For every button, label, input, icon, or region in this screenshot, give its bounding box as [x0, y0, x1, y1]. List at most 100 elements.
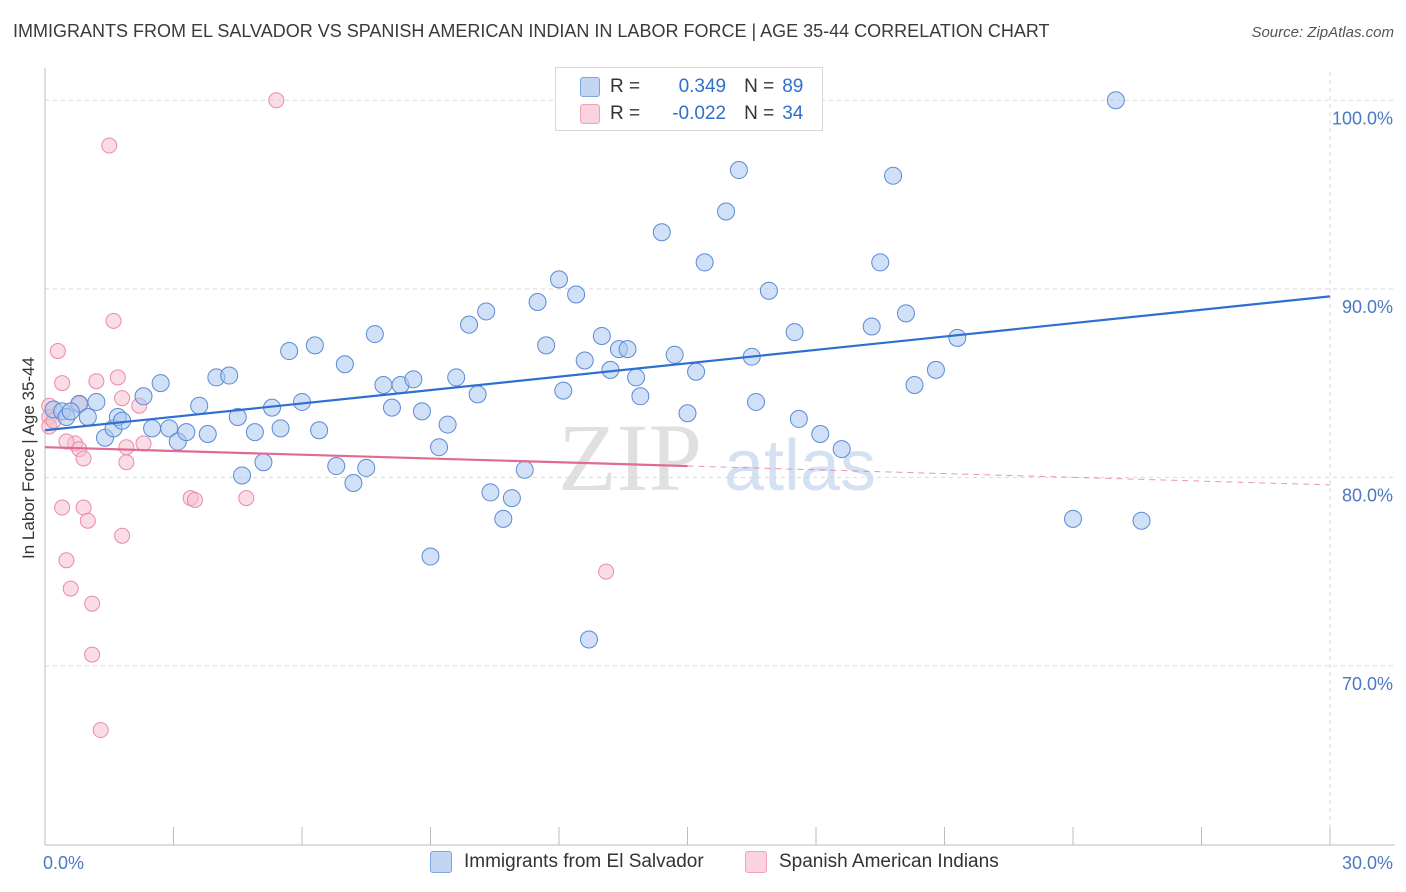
data-point-blue [228, 408, 247, 427]
data-point-blue [477, 302, 496, 321]
data-point-pink [598, 563, 615, 580]
data-point-blue [905, 375, 924, 394]
correlation-legend: R = 0.349 N = 89 R = -0.022 N = 34 [555, 67, 823, 131]
data-point-blue [759, 281, 778, 300]
data-point-blue [729, 161, 748, 180]
legend-swatch-pink [745, 851, 767, 873]
data-point-blue [948, 328, 967, 347]
data-point-pink [114, 527, 131, 544]
data-point-blue [280, 342, 299, 361]
data-point-pink [75, 499, 92, 516]
data-point-pink [109, 369, 126, 386]
legend-swatch-blue [580, 77, 600, 97]
data-point-pink [118, 454, 135, 471]
legend-r-label: R = [610, 76, 641, 97]
y-tick-label: 70.0% [1342, 674, 1393, 694]
data-point-blue [460, 315, 479, 334]
x-tick-label: 0.0% [43, 853, 84, 873]
data-point-blue [554, 381, 573, 400]
trend-line-blue [44, 295, 1331, 432]
data-point-blue [271, 419, 290, 438]
trend-line-pink [44, 446, 688, 468]
data-point-pink [88, 373, 105, 390]
axes [44, 68, 1395, 846]
data-point-blue [884, 166, 903, 185]
data-point-blue [627, 368, 646, 387]
data-point-blue [327, 457, 346, 476]
data-point-blue [87, 392, 106, 411]
data-point-blue [747, 392, 766, 411]
data-point-pink [92, 721, 109, 738]
y-tick-label: 100.0% [1332, 108, 1393, 128]
data-point-blue [494, 509, 513, 528]
watermark-atlas: atlas [724, 426, 876, 506]
data-point-blue [190, 396, 209, 415]
data-point-blue [61, 402, 80, 421]
data-point-pink [54, 375, 71, 392]
data-point-blue [528, 293, 547, 312]
data-point-blue [382, 398, 401, 417]
data-point-blue [143, 419, 162, 438]
data-point-blue [78, 408, 97, 427]
data-point-blue [515, 460, 534, 479]
data-point-blue [430, 438, 449, 457]
watermark: ZIP atlas [558, 404, 876, 511]
chart-source: Source: ZipAtlas.com [1251, 24, 1394, 41]
data-point-blue [421, 547, 440, 566]
data-point-blue [134, 387, 153, 406]
data-point-pink [54, 499, 71, 516]
data-point-pink [238, 490, 255, 507]
trend-line-extension-pink [687, 465, 1331, 486]
data-point-blue [926, 360, 945, 379]
data-point-blue [592, 326, 611, 345]
data-point-blue [344, 474, 363, 493]
data-point-blue [678, 404, 697, 423]
chart-title: IMMIGRANTS FROM EL SALVADOR VS SPANISH A… [13, 21, 1050, 41]
y-axis-label: In Labor Force | Age 35-44 [19, 357, 38, 559]
data-point-blue [1106, 91, 1125, 110]
data-point-blue [789, 409, 808, 428]
data-point-blue [567, 285, 586, 304]
legend-n-label: N = [744, 76, 775, 97]
watermark-zip: ZIP [558, 404, 702, 511]
data-point-blue [575, 351, 594, 370]
trend-lines [44, 295, 1331, 486]
data-point-blue [198, 424, 217, 443]
data-point-blue [151, 374, 170, 393]
legend-n-label: N = [744, 103, 775, 124]
data-point-blue [481, 483, 500, 502]
legend-series-label: Immigrants from El Salvador [464, 851, 704, 872]
data-point-pink [49, 343, 66, 360]
legend-r-value: 0.349 [678, 76, 727, 97]
data-point-blue [468, 385, 487, 404]
data-point-blue [618, 340, 637, 359]
legend-item-el-salvador: Immigrants from El Salvador [430, 851, 704, 873]
y-tick-label: 80.0% [1342, 485, 1393, 505]
data-point-blue [631, 387, 650, 406]
data-point-blue [177, 423, 196, 442]
data-point-blue [550, 270, 568, 289]
data-point-blue [365, 325, 384, 344]
legend-row-blue: R = 0.349 N = 89 [580, 74, 803, 100]
data-point-blue [717, 202, 736, 221]
legend-series-label: Spanish American Indians [779, 851, 999, 872]
data-point-blue [254, 453, 273, 472]
legend-r-value: -0.022 [672, 103, 727, 124]
data-point-pink [114, 390, 131, 407]
tick-labels: 100.0% 90.0% 80.0% 70.0% 0.0% 30.0% [43, 108, 1393, 873]
legend-n-value: 34 [782, 103, 804, 124]
series-immigrants-el-salvador [44, 91, 1151, 649]
legend-row-pink: R = -0.022 N = 34 [580, 101, 803, 127]
legend-item-spanish-american-indians: Spanish American Indians [745, 851, 999, 873]
data-point-blue [220, 366, 239, 385]
series-legend: Immigrants from El Salvador Spanish Amer… [0, 851, 1406, 877]
data-point-blue [785, 323, 804, 342]
data-point-pink [79, 512, 96, 529]
data-point-pink [58, 552, 75, 569]
data-point-pink [118, 439, 135, 456]
data-point-blue [447, 368, 466, 387]
data-point-blue [1132, 511, 1151, 530]
data-point-pink [84, 646, 101, 663]
legend-swatch-blue [430, 851, 452, 873]
data-point-blue [335, 355, 354, 374]
